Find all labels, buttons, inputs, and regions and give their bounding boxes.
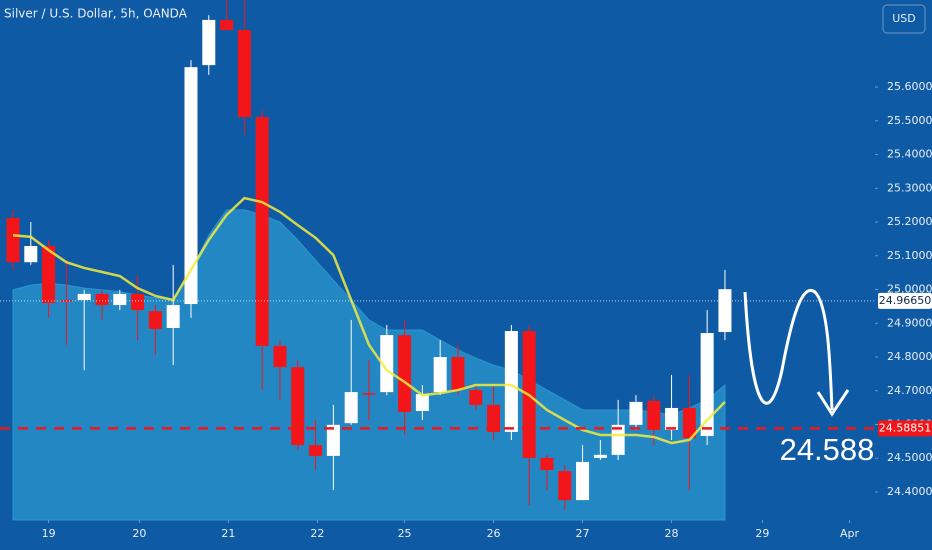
candle-body xyxy=(487,404,501,432)
x-tick-label: Apr xyxy=(840,527,860,540)
price-label-box xyxy=(878,420,932,437)
x-tick-label: 25 xyxy=(398,527,412,540)
candle-body xyxy=(326,424,340,456)
candle-body xyxy=(415,394,429,412)
candle-body xyxy=(42,245,56,304)
y-tick-label: 25.30000 xyxy=(887,181,932,194)
candle-body xyxy=(255,117,269,346)
candle-body xyxy=(291,367,305,446)
candle-body xyxy=(95,293,109,306)
y-tick-label: 25.40000 xyxy=(887,148,932,161)
candle-body xyxy=(362,393,376,395)
y-tick-label: 24.70000 xyxy=(887,384,932,397)
candle-body xyxy=(682,407,696,439)
candle-body xyxy=(24,245,38,263)
candle-body xyxy=(273,345,287,368)
candle-body xyxy=(611,424,625,455)
candle-body xyxy=(665,407,679,430)
x-tick-label: 21 xyxy=(221,527,235,540)
candle-body xyxy=(77,293,91,300)
y-tick-label: 25.20000 xyxy=(887,215,932,228)
x-tick-label: 20 xyxy=(132,527,146,540)
x-tick-label: 28 xyxy=(665,527,679,540)
candle-body xyxy=(558,471,572,501)
y-tick-label: 25.50000 xyxy=(887,114,932,127)
candle-body xyxy=(593,454,607,458)
price-label-box xyxy=(878,292,932,309)
y-tick-label: 24.40000 xyxy=(887,485,932,498)
y-tick-label: 24.80000 xyxy=(887,350,932,363)
candle-body xyxy=(166,305,180,328)
candle-body xyxy=(184,67,198,305)
candle-body xyxy=(202,19,216,66)
candle-body xyxy=(344,392,358,424)
moving-average xyxy=(12,196,726,445)
currency-button[interactable] xyxy=(882,4,926,34)
candle-body xyxy=(540,457,554,471)
candle-body xyxy=(647,400,661,430)
price-label: 24.58851 xyxy=(879,421,932,434)
y-tick-label: 24.50000 xyxy=(887,451,932,464)
candle-body xyxy=(398,335,412,413)
candle-body xyxy=(113,293,127,306)
candle-body xyxy=(148,311,162,330)
currency-label[interactable]: USD xyxy=(892,12,916,25)
candle-body xyxy=(380,335,394,393)
x-tick-label: 29 xyxy=(755,527,769,540)
candle-body xyxy=(220,19,234,31)
arrow-head xyxy=(816,389,850,417)
x-tick-label: 27 xyxy=(576,527,590,540)
candle-body xyxy=(629,401,643,425)
candle-body xyxy=(6,217,20,263)
y-tick-label: 25.10000 xyxy=(887,249,932,262)
chart-title: Silver / U.S. Dollar, 5h, OANDA xyxy=(4,7,188,21)
annotation: 24.588 xyxy=(780,432,875,467)
y-tick-label: 24.90000 xyxy=(887,316,932,329)
candle-body xyxy=(576,461,590,501)
candle-body xyxy=(309,445,323,456)
plot-area xyxy=(6,0,732,521)
x-tick-label: 26 xyxy=(487,527,501,540)
forecast-arrow xyxy=(743,289,834,411)
candle-body xyxy=(504,331,518,432)
y-tick-label: 25.60000 xyxy=(887,80,932,93)
candle-body xyxy=(237,30,251,118)
x-tick-label: 22 xyxy=(310,527,324,540)
candle-body xyxy=(433,357,447,393)
candle-body xyxy=(131,293,145,311)
candle-body xyxy=(718,289,732,333)
candle-body xyxy=(451,357,465,391)
candle-body xyxy=(469,390,483,405)
candle-body xyxy=(700,333,714,436)
y-tick-label: 25.00000 xyxy=(887,283,932,296)
x-tick-label: 19 xyxy=(42,527,56,540)
price-label: 24.96650 xyxy=(879,294,932,307)
